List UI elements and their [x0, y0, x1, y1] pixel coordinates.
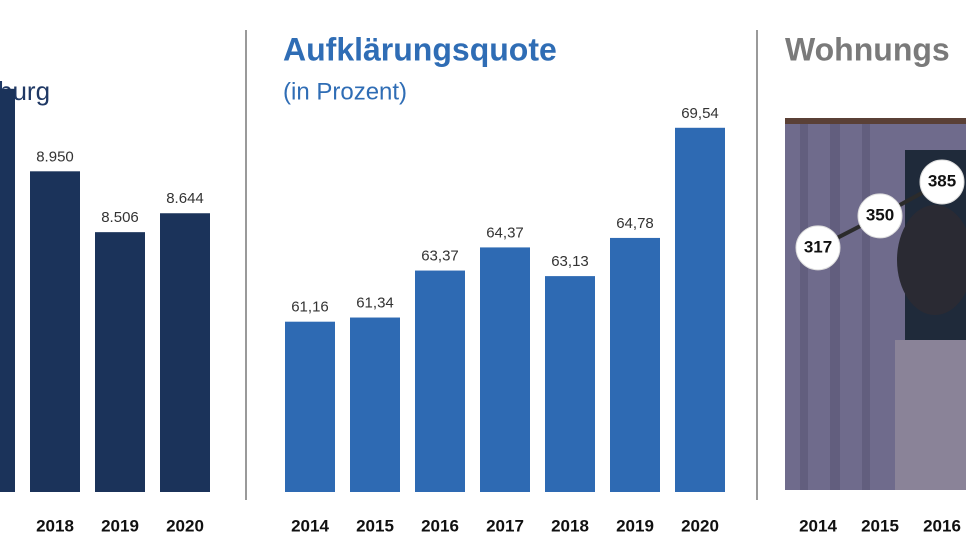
- bar: [480, 247, 530, 492]
- value-label: 61,34: [356, 294, 394, 311]
- value-label: 350: [866, 205, 894, 224]
- x-tick-label: 2016: [421, 516, 459, 535]
- value-label: 317: [804, 237, 832, 256]
- x-tick-label: 2014: [291, 516, 329, 535]
- value-label: 64,37: [486, 224, 524, 241]
- x-tick-label: 2015: [356, 516, 394, 535]
- bar: [350, 317, 400, 492]
- bar: [285, 321, 335, 492]
- bar: [675, 127, 725, 492]
- value-label: 64,78: [616, 215, 654, 232]
- x-tick-label: 2019: [101, 516, 139, 535]
- bar: [160, 213, 210, 493]
- bar: [0, 88, 15, 492]
- x-tick-label: 2017: [486, 516, 524, 535]
- bar: [95, 232, 145, 493]
- value-label: 8.950: [36, 148, 74, 165]
- x-tick-label: 2016: [923, 516, 961, 535]
- point: [795, 225, 841, 271]
- point: [919, 159, 965, 205]
- bar: [610, 237, 660, 492]
- x-tick-label: 2018: [551, 516, 589, 535]
- value-label: 69,54: [681, 105, 719, 122]
- x-tick-label: 2015: [861, 516, 899, 535]
- bar: [415, 270, 465, 492]
- x-tick-label: 2018: [36, 516, 74, 535]
- x-tick-label: 2020: [681, 516, 719, 535]
- background-photo: [785, 118, 966, 490]
- value-label: 63,37: [421, 248, 459, 265]
- x-tick-label: 2014: [799, 516, 837, 535]
- panel-title: Aufklärungsquote: [283, 31, 557, 67]
- x-tick-label: 2020: [166, 516, 204, 535]
- value-label: 8.506: [101, 209, 139, 226]
- value-label: 8.644: [166, 190, 204, 207]
- panel-subtitle: (in Prozent): [283, 78, 407, 105]
- bar: [545, 276, 595, 492]
- x-tick-label: 2019: [616, 516, 654, 535]
- value-label: 61,16: [291, 299, 329, 316]
- value-label: 63,13: [551, 253, 589, 270]
- value-label: 385: [928, 171, 956, 190]
- panel-title: Wohnungs: [785, 31, 950, 67]
- bar: [30, 171, 80, 492]
- point: [857, 193, 903, 239]
